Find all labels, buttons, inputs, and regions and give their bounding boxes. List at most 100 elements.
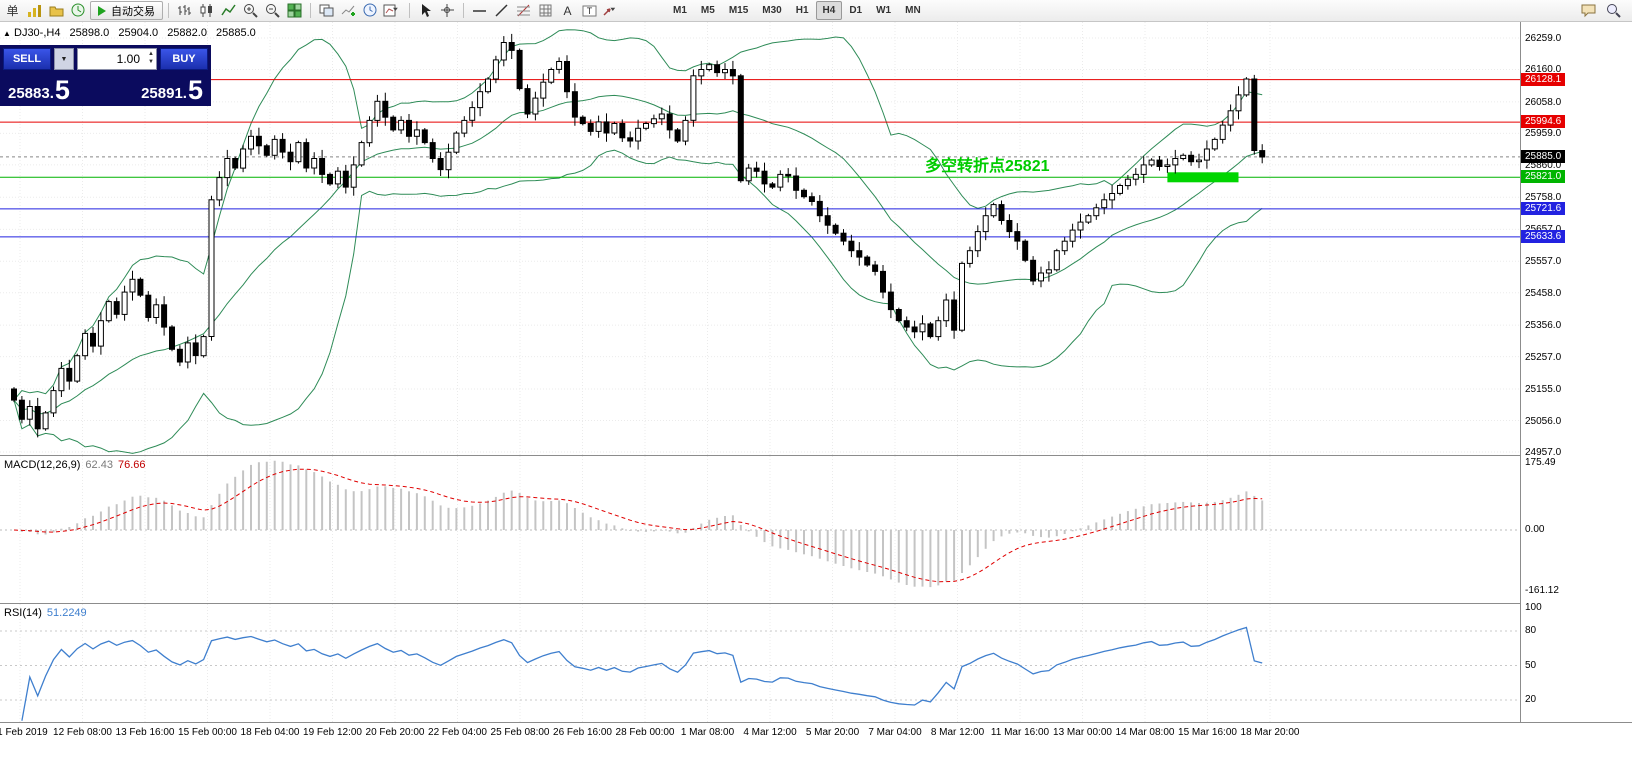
price-tick: 25257.0	[1525, 351, 1562, 363]
macd-tick: 0.00	[1525, 524, 1545, 535]
trendline-icon[interactable]	[491, 1, 512, 20]
pivot-highlight[interactable]	[1167, 172, 1239, 183]
buy-price-big-digit: 5	[187, 75, 203, 106]
symbol-period-label: DJ30-,H4	[14, 27, 61, 39]
price-tick: 25155.0	[1525, 384, 1562, 396]
macd-name: MACD(12,26,9)	[4, 459, 81, 471]
timeframe-H1[interactable]: H1	[795, 5, 809, 16]
rsi-tick: 100	[1525, 602, 1542, 613]
time-label: 13 Mar 00:00	[1053, 727, 1112, 738]
macd-plot[interactable]	[0, 456, 1520, 603]
add-indicator-icon[interactable]	[338, 1, 359, 20]
crosshair-icon[interactable]	[437, 1, 458, 20]
timeframe-D1[interactable]: D1	[849, 5, 863, 16]
sell-price-big-digit: 5	[54, 75, 70, 106]
lot-spinner[interactable]: ▲ ▼	[148, 51, 154, 65]
text-tool-icon[interactable]: A	[557, 1, 578, 20]
horizontal-line-icon[interactable]	[469, 1, 490, 20]
one-click-toggle-icon[interactable]: ▲	[3, 29, 11, 38]
panel-separator[interactable]	[0, 603, 1632, 604]
price-tick: 25056.0	[1525, 415, 1562, 427]
sell-button[interactable]: SELL	[3, 48, 51, 70]
timeframe-MN[interactable]: MN	[905, 5, 921, 16]
rsi-title: RSI(14) 51.2249	[4, 607, 92, 619]
rsi-tick: 50	[1525, 659, 1537, 671]
time-label: 25 Feb 08:00	[490, 727, 550, 738]
rsi-name: RSI(14)	[4, 607, 42, 619]
level-price-label: 25633.6	[1521, 229, 1566, 243]
chart-ohlc-title: DJ30-,H4 25898.0 25904.0 25882.0 25885.0	[14, 27, 262, 39]
time-label: 18 Feb 04:00	[240, 727, 300, 738]
macd-tick: 175.49	[1525, 457, 1556, 469]
time-label: 15 Feb 00:00	[178, 727, 237, 738]
bollinger-bands	[13, 29, 1263, 454]
lot-dropdown-button[interactable]: ▼	[54, 48, 74, 70]
pivot-annotation: 多空转折点25821	[925, 158, 1050, 175]
arrow-shapes-icon[interactable]	[601, 1, 623, 20]
line-chart-icon[interactable]	[218, 1, 239, 20]
toolbar-separator	[310, 3, 311, 18]
price-tick: 24957.0	[1525, 447, 1562, 458]
toolbar-separator	[168, 3, 169, 18]
high-value: 25904.0	[118, 27, 159, 39]
tile-windows-icon[interactable]	[284, 1, 305, 20]
macd-tick: -161.12	[1525, 585, 1559, 597]
rsi-tick: 20	[1525, 694, 1537, 705]
zoom-out-icon[interactable]	[262, 1, 283, 20]
sell-price-main: 25883.	[8, 84, 54, 102]
price-tick: 25356.0	[1525, 320, 1562, 332]
grid-layer	[0, 456, 1520, 603]
time-label: 12 Feb 08:00	[53, 727, 112, 738]
arrange-windows-icon[interactable]	[316, 1, 337, 20]
timeframe-W1[interactable]: W1	[876, 5, 892, 16]
cursor-icon[interactable]	[415, 1, 436, 20]
text-label-tool-icon[interactable]: T	[579, 1, 600, 20]
zoom-in-icon[interactable]	[240, 1, 261, 20]
level-price-label: 25994.6	[1521, 115, 1566, 129]
price-tick: 26058.0	[1525, 96, 1562, 108]
buy-button[interactable]: BUY	[160, 48, 208, 70]
new-chart-icon[interactable]	[24, 1, 45, 20]
timeframe-M15[interactable]: M15	[728, 5, 749, 16]
timeframe-M1[interactable]: M1	[673, 5, 687, 16]
time-label: 19 Feb 12:00	[303, 727, 362, 738]
timeframe-M5[interactable]: M5	[700, 5, 715, 16]
open-value: 25898.0	[69, 27, 110, 39]
one-click-trading-panel: SELL ▼ ▲▼ BUY 25883. 5 25891. 5	[0, 45, 211, 106]
time-label: 14 Mar 08:00	[1115, 727, 1175, 738]
macd-signal-line	[13, 468, 1263, 583]
candlesticks	[11, 33, 1266, 438]
level-lines[interactable]	[0, 79, 1520, 238]
timeframe-M30[interactable]: M30	[762, 5, 782, 16]
timeframe-H4[interactable]: H4	[815, 1, 843, 20]
macd-signal-value: 76.66	[117, 459, 146, 471]
time-label: 13 Feb 16:00	[115, 727, 175, 738]
price-tick: 25959.0	[1525, 128, 1562, 140]
time-label: 11 Mar 16:00	[990, 727, 1050, 738]
candlestick-chart-icon[interactable]	[196, 1, 217, 20]
templates-icon[interactable]	[382, 1, 404, 20]
time-label: 8 Mar 12:00	[930, 727, 985, 738]
periods-clock-icon[interactable]	[360, 1, 381, 20]
grid-icon[interactable]	[535, 1, 556, 20]
search-icon[interactable]	[1603, 1, 1624, 20]
main-price-plot[interactable]	[0, 22, 1520, 455]
macd-title: MACD(12,26,9) 62.43 76.66	[4, 459, 150, 471]
market-watch-icon[interactable]	[68, 1, 89, 20]
panel-separator[interactable]	[0, 455, 1632, 456]
bar-chart-icon[interactable]	[174, 1, 195, 20]
macd-main-value: 62.43	[85, 459, 113, 471]
new-order-button[interactable]: 单	[2, 1, 23, 20]
rsi-plot[interactable]	[0, 604, 1520, 722]
messages-icon[interactable]	[1578, 1, 1599, 20]
current-price-label: 25885.0	[1521, 149, 1566, 163]
buy-price: 25891. 5	[141, 75, 203, 106]
time-label: 7 Mar 04:00	[868, 727, 922, 738]
lot-input[interactable]	[78, 49, 156, 69]
fibonacci-icon[interactable]	[513, 1, 534, 20]
time-label: 18 Mar 20:00	[1240, 727, 1300, 738]
autotrading-button[interactable]: 自动交易	[90, 1, 163, 20]
price-axis[interactable]: 26259.0 26160.0 26058.0 25959.0 25860.0 25758…	[1520, 22, 1632, 722]
profiles-icon[interactable]	[46, 1, 67, 20]
